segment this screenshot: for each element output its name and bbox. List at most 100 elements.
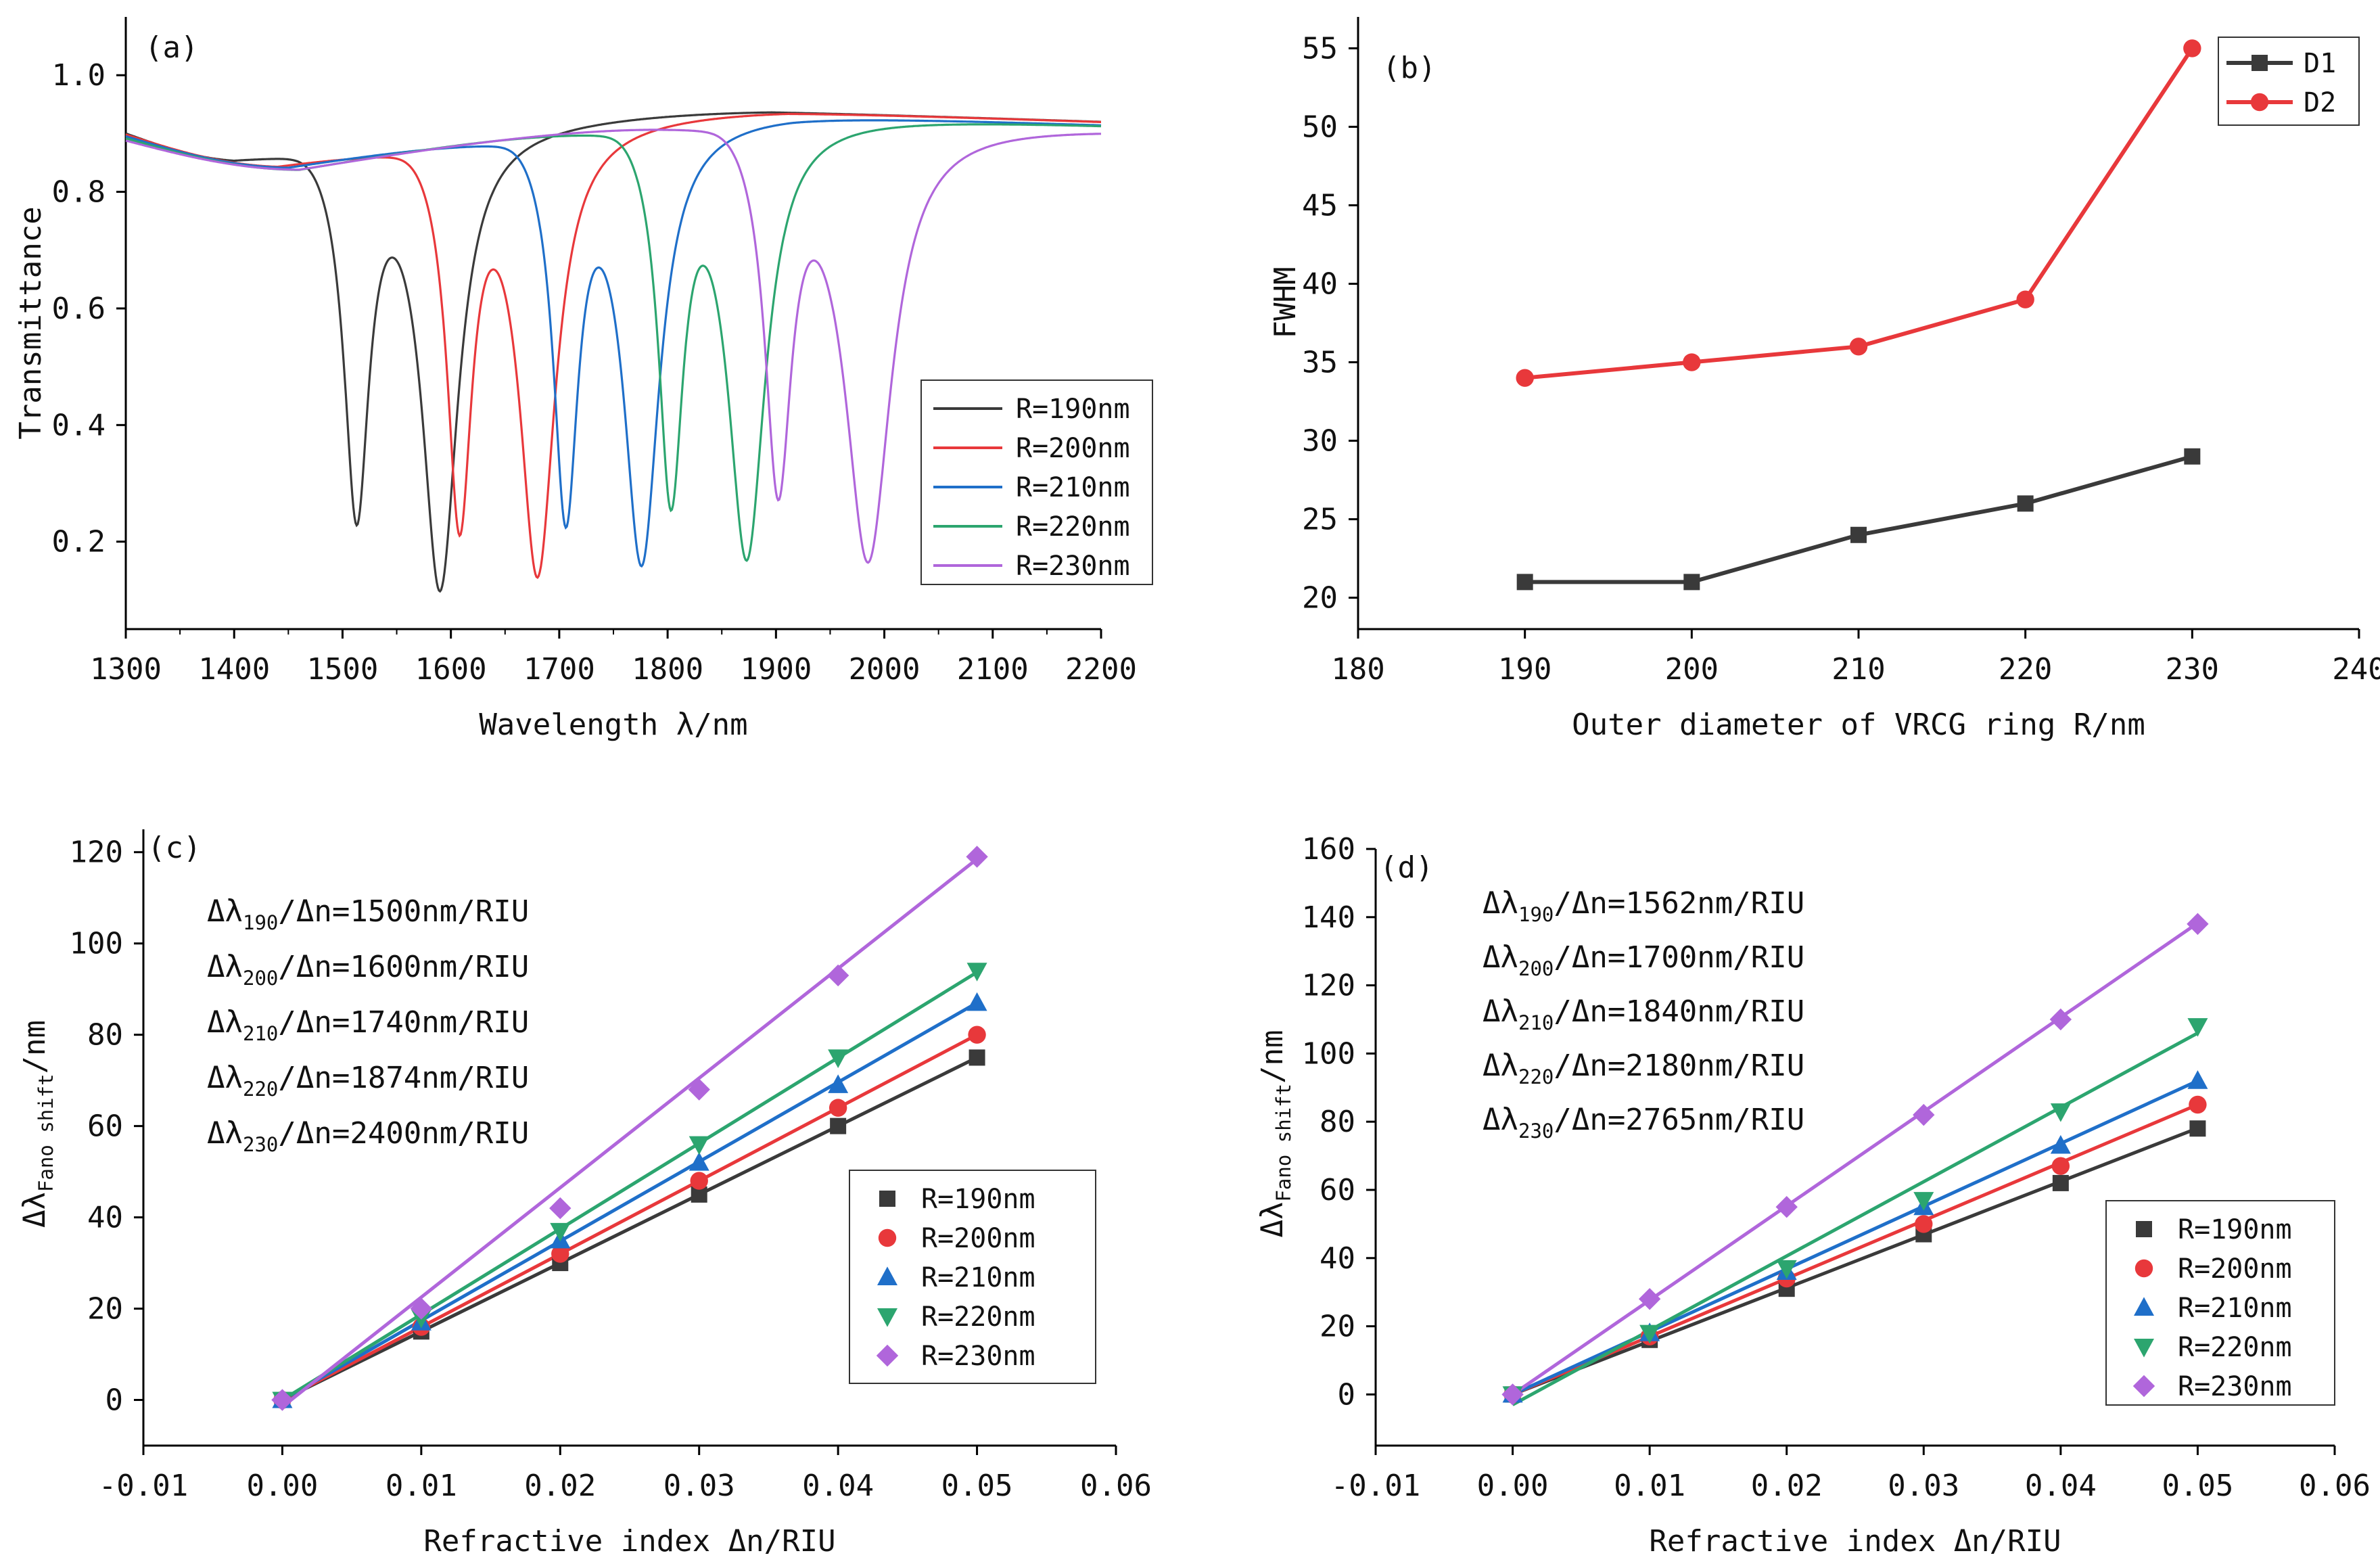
data-point bbox=[689, 1152, 709, 1171]
data-point bbox=[271, 1389, 294, 1411]
x-tick-label: 0.00 bbox=[1477, 1469, 1549, 1503]
series-line bbox=[1524, 454, 2193, 584]
x-tick-label: 0.01 bbox=[1614, 1469, 1685, 1503]
x-tick-label: 190 bbox=[1498, 652, 1551, 687]
annotation-value: /Δn=1562nm/RIU bbox=[1554, 886, 1804, 921]
annotation-symbol: Δλ bbox=[207, 1116, 243, 1151]
annotation-value: /Δn=2180nm/RIU bbox=[1554, 1049, 1804, 1083]
data-point bbox=[2187, 1070, 2208, 1089]
data-point bbox=[829, 1099, 847, 1117]
annotation-symbol: Δλ bbox=[207, 1061, 243, 1095]
fit-line bbox=[281, 971, 978, 1402]
data-point bbox=[688, 1078, 710, 1101]
annotation-symbol: Δλ bbox=[1483, 940, 1518, 975]
x-axis-title: Wavelength λ/nm bbox=[479, 708, 747, 742]
x-tick-label: 210 bbox=[1831, 652, 1885, 687]
spectrum-line bbox=[125, 129, 1101, 564]
data-point bbox=[689, 1136, 709, 1155]
data-point bbox=[1850, 526, 1867, 543]
legend-label: R=230nm bbox=[921, 1341, 1035, 1372]
y-axis-title-main: Δλ bbox=[1255, 1202, 1290, 1238]
legend-marker bbox=[877, 1266, 897, 1285]
annotation-value: /Δn=1840nm/RIU bbox=[1554, 994, 1804, 1029]
sensitivity-annotation: Δλ230/Δn=2765nm/RIU bbox=[1483, 1103, 1804, 1143]
y-axis-title: Transmittance bbox=[14, 206, 48, 439]
y-tick-label: 120 bbox=[1302, 969, 1355, 1003]
data-point bbox=[1638, 1288, 1661, 1310]
y-axis-title: ΔλFano shift/nm bbox=[18, 1020, 57, 1228]
data-point bbox=[2016, 290, 2034, 308]
panel-label-b: (b) bbox=[1382, 51, 1436, 85]
data-point bbox=[830, 1118, 847, 1134]
x-tick-label: 1700 bbox=[523, 652, 595, 687]
data-point bbox=[2189, 1120, 2206, 1137]
x-tick-label: 0.03 bbox=[1888, 1469, 1959, 1503]
x-tick-label: 2100 bbox=[957, 652, 1029, 687]
legend-label: R=200nm bbox=[2178, 1253, 2292, 1285]
data-point bbox=[550, 1222, 571, 1242]
x-tick-label: 0.02 bbox=[1751, 1469, 1823, 1503]
y-tick-label: 80 bbox=[87, 1018, 123, 1053]
x-tick-label: 1400 bbox=[198, 652, 270, 687]
y-tick-label: 25 bbox=[1302, 503, 1338, 537]
data-point bbox=[1913, 1192, 1934, 1211]
legend-marker bbox=[2134, 1297, 2154, 1316]
legend-label: D2 bbox=[2304, 87, 2336, 118]
y-tick-label: 40 bbox=[1320, 1241, 1355, 1276]
annotation-subscript: 230 bbox=[243, 1133, 278, 1156]
y-tick-label: 40 bbox=[1302, 267, 1338, 301]
data-point bbox=[966, 963, 987, 982]
legend-label: R=190nm bbox=[1016, 394, 1130, 425]
legend: R=190nm R=200nm R=210nm R=220nm R=230nm bbox=[849, 1170, 1096, 1384]
x-tick-label: 1600 bbox=[415, 652, 487, 687]
data-point bbox=[549, 1197, 571, 1220]
annotation-subscript: 210 bbox=[1518, 1011, 1554, 1034]
data-point bbox=[1775, 1196, 1798, 1218]
annotation-value: /Δn=2400nm/RIU bbox=[278, 1116, 529, 1151]
fit-line bbox=[1512, 1126, 2199, 1396]
panel-label: (c) bbox=[147, 831, 201, 865]
data-point bbox=[1849, 338, 1868, 356]
y-axis-title: FWHM bbox=[1268, 267, 1303, 339]
x-tick-label: 0.04 bbox=[802, 1469, 874, 1503]
legend-label: R=220nm bbox=[1016, 511, 1130, 543]
y-tick-label: 0.8 bbox=[52, 175, 106, 210]
legend-label: D1 bbox=[2304, 48, 2336, 79]
fit-line bbox=[281, 857, 979, 1408]
annotation-symbol: Δλ bbox=[207, 894, 243, 929]
data-point bbox=[410, 1297, 433, 1320]
annotation-value: /Δn=1700nm/RIU bbox=[1554, 940, 1804, 975]
y-tick-label: 50 bbox=[1302, 110, 1338, 144]
data-point bbox=[1915, 1215, 1933, 1233]
fit-line bbox=[1512, 921, 2199, 1396]
y-tick-label: 45 bbox=[1302, 188, 1338, 223]
fit-line bbox=[281, 1033, 978, 1402]
data-point bbox=[968, 1026, 986, 1044]
y-tick-label: 100 bbox=[70, 927, 123, 961]
annotation-value: /Δn=2765nm/RIU bbox=[1554, 1103, 1804, 1137]
x-tick-label: 240 bbox=[2332, 652, 2380, 687]
sensitivity-annotation: Δλ220/Δn=2180nm/RIU bbox=[1483, 1049, 1804, 1088]
y-tick-label: 0 bbox=[106, 1383, 124, 1418]
y-tick-label: 80 bbox=[1320, 1105, 1355, 1139]
legend-marker bbox=[2134, 1339, 2154, 1358]
chart-b: 180 190 200 210 220 230 240 20 25 30 35 40 45 50 55 Out… bbox=[1268, 17, 2380, 742]
x-tick-label: 0.06 bbox=[2299, 1469, 2371, 1503]
data-point bbox=[2049, 1008, 2072, 1031]
annotation-symbol: Δλ bbox=[1483, 994, 1518, 1029]
legend-label: R=200nm bbox=[921, 1223, 1035, 1254]
x-tick-label: 200 bbox=[1665, 652, 1719, 687]
sensitivity-annotation: Δλ230/Δn=2400nm/RIU bbox=[207, 1116, 529, 1156]
y-tick-label: 120 bbox=[70, 835, 123, 870]
x-tick-label: -0.01 bbox=[99, 1469, 188, 1503]
annotation-value: /Δn=1500nm/RIU bbox=[278, 894, 529, 929]
annotation-symbol: Δλ bbox=[207, 1005, 243, 1040]
y-tick-label: 100 bbox=[1302, 1036, 1355, 1071]
data-point bbox=[2050, 1134, 2071, 1154]
legend-marker bbox=[2134, 1259, 2153, 1278]
legend-marker bbox=[2250, 93, 2269, 112]
data-point bbox=[2183, 39, 2201, 57]
fit-line bbox=[1512, 1031, 2199, 1406]
